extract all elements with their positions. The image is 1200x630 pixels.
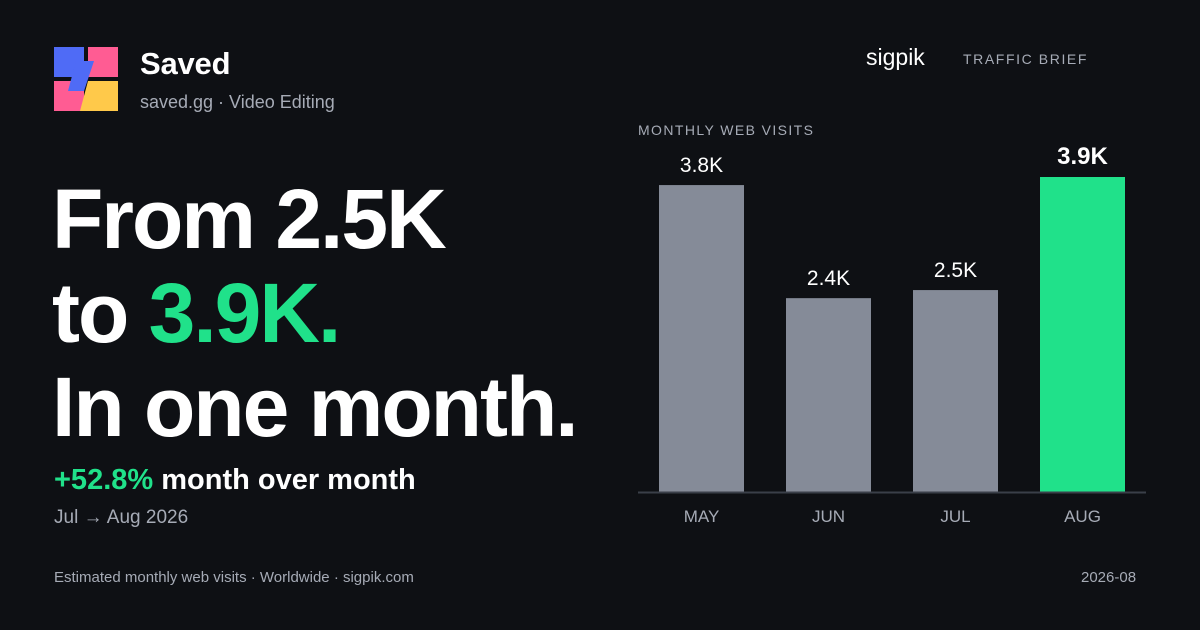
chart-title: MONTHLY WEB VISITS: [638, 122, 815, 138]
bar-jun: [786, 298, 871, 492]
brand-subtitle: saved.gg · Video Editing: [140, 92, 335, 112]
change-summary: +52.8% month over month: [54, 464, 416, 497]
bar-value-label: 3.9K: [1057, 143, 1108, 170]
x-tick-label: MAY: [684, 507, 720, 526]
brief-tag: TRAFFIC BRIEF: [963, 51, 1089, 67]
change-text: month over month: [153, 464, 416, 496]
bar-jul: [913, 290, 998, 492]
bar-value-label: 2.5K: [934, 259, 977, 282]
headline-line-3: In one month.: [52, 360, 579, 454]
logo-blue-wedge: [68, 61, 94, 91]
change-percentage: +52.8%: [54, 464, 154, 496]
brand-name: Saved: [140, 46, 231, 81]
bar-value-label: 2.4K: [807, 267, 850, 290]
bar-value-label: 3.8K: [680, 154, 723, 177]
x-tick-label: JUL: [940, 507, 970, 526]
logo-yellow-shape: [80, 81, 118, 111]
x-tick-label: JUN: [812, 507, 845, 526]
bar-aug: [1040, 177, 1125, 492]
headline-accent-value: 3.9K.: [148, 266, 342, 360]
headline-line-2: to 3.9K.: [52, 266, 577, 360]
bar-may: [659, 185, 744, 493]
headline: From 2.5K to 3.9K. In one month.: [52, 172, 579, 454]
saved-logo: [54, 47, 118, 111]
logo-pink-shape: [88, 47, 118, 77]
period-label: Jul → Aug 2026: [54, 507, 189, 528]
publisher-name: sigpik: [866, 44, 925, 70]
headline-line-2-prefix: to: [52, 266, 149, 360]
x-tick-label: AUG: [1064, 507, 1101, 526]
footer-source: Estimated monthly web visits · Worldwide…: [54, 569, 414, 586]
footer-date: 2026-08: [1081, 569, 1137, 586]
headline-line-1: From 2.5K: [52, 172, 447, 266]
